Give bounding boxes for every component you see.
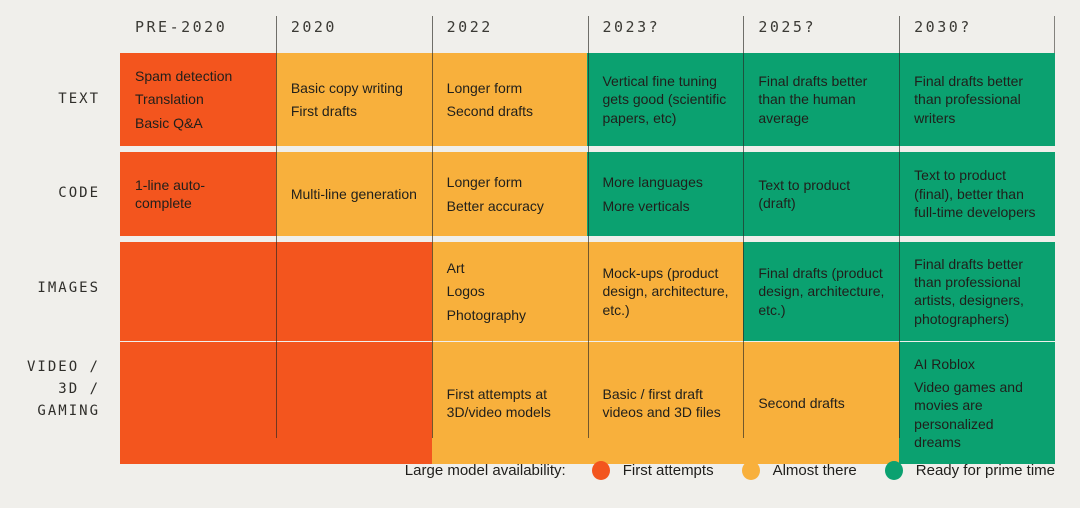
column-header-2020: 2020 <box>290 18 337 36</box>
row-label-images: IMAGES <box>37 280 100 297</box>
cell-text: Text to product (draft) <box>758 176 851 211</box>
cell-text: Longer form <box>446 174 523 191</box>
cell-text: Logos <box>446 283 485 300</box>
cell-text-2025: Final drafts better than the human avera… <box>743 53 900 146</box>
cell-text: Second drafts <box>446 103 534 119</box>
legend-item-label: Almost there <box>772 462 857 479</box>
legend-item-label: Ready for prime time <box>915 462 1055 479</box>
header-spacer <box>0 14 120 53</box>
cell-text: Art <box>446 259 465 276</box>
cell-code-2023: More languages More verticals <box>587 152 744 236</box>
legend: Large model availability: First attempts… <box>405 461 1055 480</box>
cell-text: Basic Q&A <box>135 114 203 131</box>
cell-text-2023: Vertical fine tuning gets good (scientif… <box>587 53 744 146</box>
cell-text: More verticals <box>602 197 690 214</box>
cell-text: AI Roblox <box>914 355 975 372</box>
cell-text: Final drafts (product design, architectu… <box>758 264 885 318</box>
legend-dot-first-attempts-icon <box>591 461 610 480</box>
cell-text: Final drafts better than the human avera… <box>758 72 868 126</box>
cell-images-2022: Art Logos Photography <box>431 242 588 341</box>
cell-code-pre-2020: 1-line auto-complete <box>120 152 276 236</box>
cell-text: Final drafts better than professional ar… <box>914 255 1024 327</box>
cell-video-3d-gaming-2025: Second drafts <box>743 342 900 465</box>
cell-text: Second drafts <box>758 394 845 411</box>
timeline-table: PRE-2020 2020 2022 2023? 2025? 2030? TEXT Spam… <box>0 14 1055 465</box>
cell-text: Better accuracy <box>446 197 544 214</box>
cell-code-2020: Multi-line generation <box>275 152 432 236</box>
column-header-pre-2020: PRE-2020 <box>135 18 228 36</box>
cell-images-2030: Final drafts better than professional ar… <box>899 242 1055 341</box>
cell-images-2025: Final drafts (product design, architectu… <box>743 242 900 341</box>
cell-images-pre-2020 <box>120 242 276 341</box>
legend-item-ready-for-prime-time: Ready for prime time <box>884 461 1055 480</box>
cell-video-3d-gaming-pre-2020 <box>120 342 276 465</box>
cell-text: Longer form <box>446 79 523 96</box>
cell-text: Vertical fine tuning gets good (scientif… <box>602 72 727 126</box>
cell-images-2020 <box>275 242 432 341</box>
cell-text: Mock-ups (product design, architecture, … <box>602 264 729 318</box>
legend-item-first-attempts: First attempts <box>591 461 714 480</box>
row-label-video-3d-gaming: VIDEO /3D / GAMING <box>26 359 100 419</box>
cell-text: Basic copy writing <box>290 79 403 96</box>
legend-title: Large model availability: <box>404 462 566 479</box>
row-label-code: CODE <box>58 185 100 202</box>
table-row-code: CODE 1-line auto-complete Multi-line gener… <box>0 152 1055 236</box>
cell-text: First drafts <box>290 103 357 119</box>
cell-text-2020: Basic copy writing First drafts <box>275 53 432 146</box>
cell-video-3d-gaming-2020 <box>275 342 432 465</box>
cell-code-2022: Longer form Better accuracy <box>431 152 588 236</box>
legend-item-label: First attempts <box>622 462 714 479</box>
table-row-images: IMAGES Art Logos Photography Mock-ups (produ… <box>0 242 1055 341</box>
column-header-row: PRE-2020 2020 2022 2023? 2025? 2030? <box>0 14 1055 53</box>
column-header-2022: 2022 <box>446 18 493 36</box>
table-row-video-3d-gaming: VIDEO /3D / GAMING First attempts at 3D/vi… <box>0 342 1055 465</box>
legend-dot-ready-icon <box>884 461 903 480</box>
cell-text: 1-line auto-complete <box>135 176 206 211</box>
cell-text-pre-2020: Spam detection Translation Basic Q&A <box>120 53 276 146</box>
column-header-2025: 2025? <box>758 18 816 36</box>
cell-text-2022: Longer form Second drafts <box>431 53 588 146</box>
cell-video-3d-gaming-2030: AI Roblox Video games and movies are pers… <box>899 342 1055 465</box>
cell-code-2025: Text to product (draft) <box>743 152 900 236</box>
column-header-2023: 2023? <box>602 18 661 36</box>
column-header-2030: 2030? <box>914 18 972 36</box>
table-row-text: TEXT Spam detection Translation Basic Q&A Ba… <box>0 53 1055 146</box>
row-label-text: TEXT <box>58 90 100 107</box>
cell-text: Photography <box>446 306 527 323</box>
cell-text: Translation <box>135 91 204 108</box>
legend-item-almost-there: Almost there <box>741 461 857 480</box>
cell-code-2030: Text to product (final), better than ful… <box>899 152 1055 236</box>
cell-text: Basic / first draft videos and 3D files <box>602 385 721 421</box>
legend-dot-almost-there-icon <box>741 461 760 480</box>
cell-images-2023: Mock-ups (product design, architecture, … <box>587 242 744 341</box>
cell-text: More languages <box>602 174 703 191</box>
cell-text: Spam detection <box>135 67 233 84</box>
cell-text-2030: Final drafts better than professional wr… <box>899 53 1055 146</box>
cell-text: Text to product (final), better than ful… <box>914 167 1036 221</box>
cell-text: First attempts at 3D/video models <box>446 385 551 421</box>
cell-text: Multi-line generation <box>290 185 417 202</box>
cell-video-3d-gaming-2023: Basic / first draft videos and 3D files <box>587 342 744 465</box>
cell-text: Final drafts better than professional wr… <box>914 72 1024 126</box>
cell-text: Video games and movies are personalized … <box>914 378 1023 451</box>
cell-video-3d-gaming-2022: First attempts at 3D/video models <box>431 342 588 465</box>
